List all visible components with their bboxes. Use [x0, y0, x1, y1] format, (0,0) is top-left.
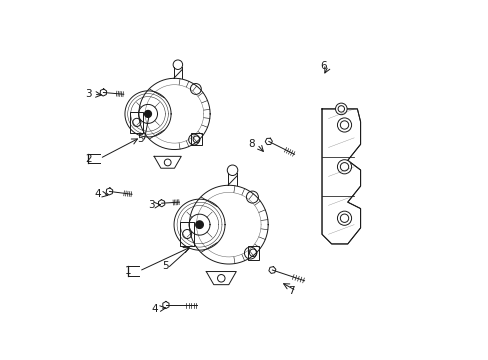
Polygon shape	[144, 111, 151, 117]
Text: 6: 6	[319, 61, 325, 71]
Polygon shape	[195, 221, 203, 228]
Circle shape	[335, 103, 346, 115]
Text: 7: 7	[287, 286, 294, 296]
Text: 5: 5	[162, 261, 168, 271]
Text: 3: 3	[148, 200, 155, 210]
Polygon shape	[322, 109, 360, 244]
Circle shape	[337, 160, 351, 174]
Circle shape	[337, 211, 351, 225]
Text: 4: 4	[151, 303, 158, 314]
Bar	[180, 222, 194, 246]
Bar	[247, 246, 258, 260]
Bar	[191, 133, 201, 145]
Text: 2: 2	[85, 154, 92, 163]
Circle shape	[337, 118, 351, 132]
Bar	[130, 112, 143, 133]
Text: 1: 1	[125, 266, 131, 276]
Text: 5: 5	[137, 134, 143, 144]
Text: 3: 3	[85, 89, 92, 99]
Text: 8: 8	[248, 139, 254, 149]
Text: 4: 4	[94, 189, 101, 199]
